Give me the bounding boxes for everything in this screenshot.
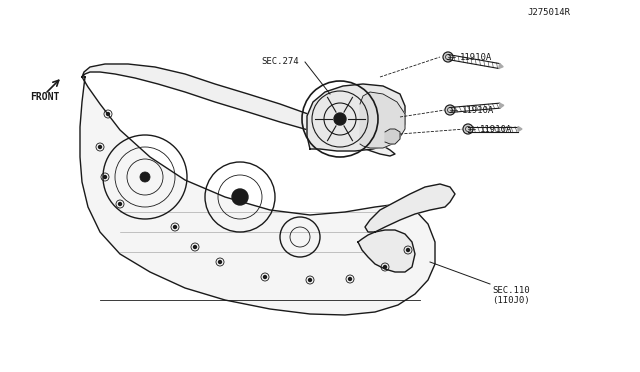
Circle shape <box>106 112 109 115</box>
Polygon shape <box>80 77 435 315</box>
Circle shape <box>443 52 453 62</box>
Circle shape <box>232 189 248 205</box>
Polygon shape <box>82 64 395 156</box>
Circle shape <box>463 124 473 134</box>
Circle shape <box>140 172 150 182</box>
Circle shape <box>118 202 122 205</box>
Polygon shape <box>360 92 405 148</box>
Text: 11910A: 11910A <box>480 125 512 134</box>
Circle shape <box>218 260 221 263</box>
Circle shape <box>193 246 196 248</box>
Circle shape <box>99 145 102 148</box>
Text: SEC.274: SEC.274 <box>261 57 299 66</box>
Polygon shape <box>307 84 405 151</box>
Polygon shape <box>365 184 455 232</box>
Circle shape <box>383 266 387 269</box>
Circle shape <box>334 113 346 125</box>
Circle shape <box>445 105 455 115</box>
Polygon shape <box>500 103 504 108</box>
Text: 11910A: 11910A <box>460 52 492 61</box>
Circle shape <box>308 279 312 282</box>
Circle shape <box>349 278 351 280</box>
Circle shape <box>264 276 266 279</box>
Text: 11910A: 11910A <box>462 106 494 115</box>
Circle shape <box>104 176 106 179</box>
Text: SEC.110
(1I0J0): SEC.110 (1I0J0) <box>492 286 530 305</box>
Polygon shape <box>518 126 522 131</box>
Polygon shape <box>358 230 415 272</box>
Text: J275014R: J275014R <box>527 8 570 17</box>
Circle shape <box>406 248 410 251</box>
Polygon shape <box>385 129 400 144</box>
Text: FRONT: FRONT <box>30 92 60 102</box>
Polygon shape <box>499 64 503 68</box>
Circle shape <box>173 225 177 228</box>
